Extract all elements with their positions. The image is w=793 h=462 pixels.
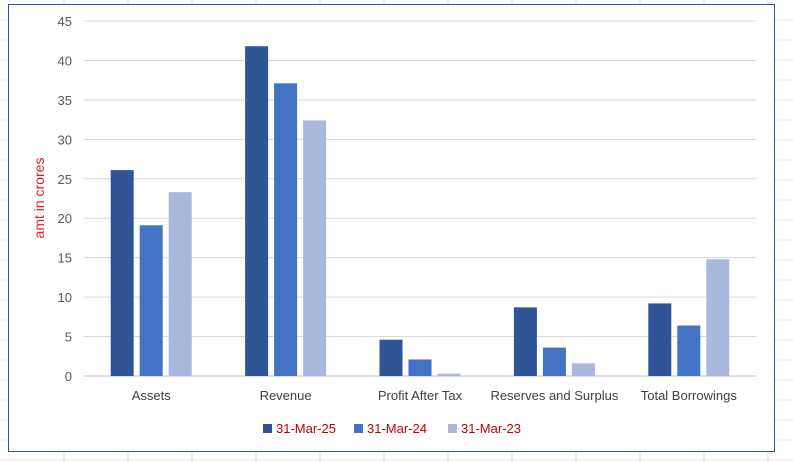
bar[interactable]: [437, 373, 461, 376]
bar[interactable]: [408, 359, 432, 376]
legend-label: 31-Mar-25: [276, 421, 336, 436]
y-tick-label: 25: [58, 172, 72, 187]
y-tick-label: 20: [58, 211, 72, 226]
bar[interactable]: [706, 259, 730, 376]
bar[interactable]: [139, 225, 163, 376]
y-tick-label: 45: [58, 14, 72, 29]
bar[interactable]: [110, 170, 134, 376]
y-tick-label: 35: [58, 93, 72, 108]
bar[interactable]: [542, 347, 566, 376]
bar[interactable]: [168, 192, 192, 376]
y-tick-label: 0: [65, 369, 72, 384]
legend-label: 31-Mar-24: [367, 421, 427, 436]
legend-swatch: [448, 424, 457, 433]
x-category-label: Profit After Tax: [378, 388, 463, 403]
y-tick-label: 30: [58, 132, 72, 147]
x-category-label: Revenue: [260, 388, 312, 403]
bar[interactable]: [245, 46, 269, 376]
y-tick-label: 10: [58, 290, 72, 305]
legend-swatch: [263, 424, 272, 433]
bar[interactable]: [571, 363, 595, 376]
bar[interactable]: [677, 325, 701, 376]
legend-label: 31-Mar-23: [461, 421, 521, 436]
y-tick-label: 40: [58, 53, 72, 68]
y-tick-label: 15: [58, 251, 72, 266]
chart-area[interactable]: [8, 4, 775, 452]
bar[interactable]: [513, 307, 537, 376]
bar[interactable]: [379, 339, 403, 376]
bar[interactable]: [274, 83, 298, 377]
x-category-label: Total Borrowings: [641, 388, 738, 403]
y-axis-title: amt in crores: [31, 158, 47, 239]
x-category-label: Reserves and Surplus: [490, 388, 618, 403]
legend-swatch: [354, 424, 363, 433]
x-category-label: Assets: [132, 388, 172, 403]
bar[interactable]: [648, 303, 672, 376]
y-tick-label: 5: [65, 330, 72, 345]
bar[interactable]: [303, 120, 327, 377]
